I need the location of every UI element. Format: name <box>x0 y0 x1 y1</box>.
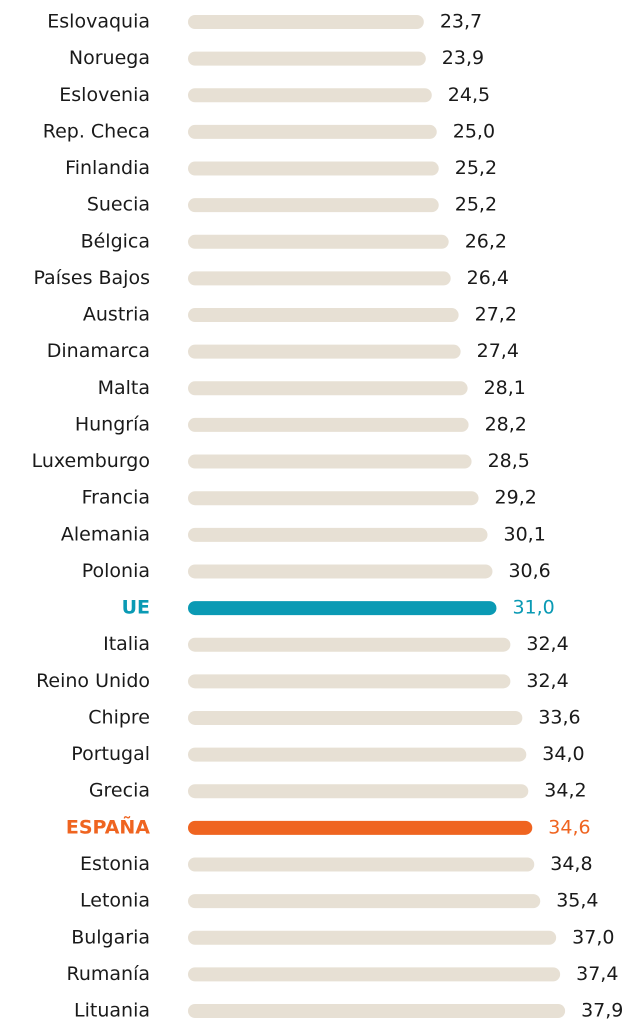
category-label: Italia <box>103 633 150 655</box>
category-label: Eslovaquia <box>47 11 150 33</box>
value-label: 25,2 <box>455 194 497 216</box>
bar <box>188 747 527 762</box>
category-label: Reino Unido <box>36 670 150 692</box>
category-label: Chipre <box>88 706 150 728</box>
bar <box>188 820 533 835</box>
bar <box>188 381 468 396</box>
value-label: 28,5 <box>488 450 530 472</box>
bar <box>188 271 451 286</box>
value-label: 30,6 <box>508 560 550 582</box>
category-label: Lituania <box>74 1000 150 1022</box>
value-label: 24,5 <box>448 84 490 106</box>
category-label: Alemania <box>61 523 150 545</box>
category-label: Grecia <box>89 780 150 802</box>
value-label: 32,4 <box>526 670 568 692</box>
bar <box>188 344 461 359</box>
value-label: 31,0 <box>512 597 554 619</box>
category-label: Rumanía <box>66 963 150 985</box>
value-label: 29,2 <box>495 487 537 509</box>
value-label: 25,2 <box>455 157 497 179</box>
bar <box>188 601 497 616</box>
category-label: Hungría <box>75 413 150 435</box>
bar <box>188 15 424 29</box>
bar <box>188 967 561 982</box>
bar <box>188 674 511 689</box>
bar <box>188 784 529 799</box>
bar <box>188 308 459 323</box>
value-label: 25,0 <box>453 120 495 142</box>
bar <box>188 564 493 579</box>
category-label: Rep. Checa <box>43 120 150 142</box>
value-label: 33,6 <box>538 706 580 728</box>
category-label: Portugal <box>71 743 150 765</box>
bar <box>188 491 479 506</box>
category-label: Dinamarca <box>47 340 150 362</box>
bar <box>188 417 469 432</box>
category-label: Eslovenia <box>59 84 150 106</box>
category-label: Bélgica <box>81 230 150 252</box>
bar <box>188 88 432 103</box>
bar <box>188 857 535 872</box>
category-label: Suecia <box>87 194 150 216</box>
category-label: Polonia <box>82 560 150 582</box>
bar <box>188 198 439 213</box>
category-label: Países Bajos <box>33 267 150 289</box>
value-label: 27,4 <box>477 340 519 362</box>
value-label: 37,0 <box>572 926 614 948</box>
value-label: 28,2 <box>485 413 527 435</box>
category-label: UE <box>122 597 150 619</box>
bar <box>188 637 511 652</box>
category-label: Francia <box>82 487 150 509</box>
category-label: Luxemburgo <box>32 450 150 472</box>
category-label: Austria <box>83 304 150 326</box>
bar <box>188 51 426 66</box>
category-label: Estonia <box>80 853 150 875</box>
value-label: 27,2 <box>475 304 517 326</box>
value-label: 37,4 <box>576 963 618 985</box>
value-label: 32,4 <box>526 633 568 655</box>
value-label: 35,4 <box>556 890 598 912</box>
value-label: 34,2 <box>544 780 586 802</box>
value-label: 34,8 <box>550 853 592 875</box>
value-label: 34,6 <box>548 816 590 838</box>
bar <box>188 527 488 542</box>
value-label: 26,4 <box>467 267 509 289</box>
category-label: ESPAÑA <box>66 814 150 838</box>
category-label: Malta <box>98 377 150 399</box>
bar <box>188 710 523 725</box>
category-label: Noruega <box>69 47 150 69</box>
value-label: 37,9 <box>581 1000 623 1022</box>
category-label: Letonia <box>80 890 150 912</box>
bar <box>188 124 437 139</box>
value-label: 34,0 <box>542 743 584 765</box>
bar <box>188 234 449 249</box>
bar <box>188 454 472 469</box>
category-label: Bulgaria <box>71 926 150 948</box>
value-label: 23,9 <box>442 47 484 69</box>
value-label: 30,1 <box>503 523 545 545</box>
value-label: 23,7 <box>440 11 482 33</box>
bar <box>188 894 541 909</box>
bar <box>188 930 557 945</box>
bar <box>188 161 439 176</box>
bar <box>188 1004 566 1019</box>
value-label: 26,2 <box>465 230 507 252</box>
value-label: 28,1 <box>484 377 526 399</box>
category-label: Finlandia <box>65 157 150 179</box>
